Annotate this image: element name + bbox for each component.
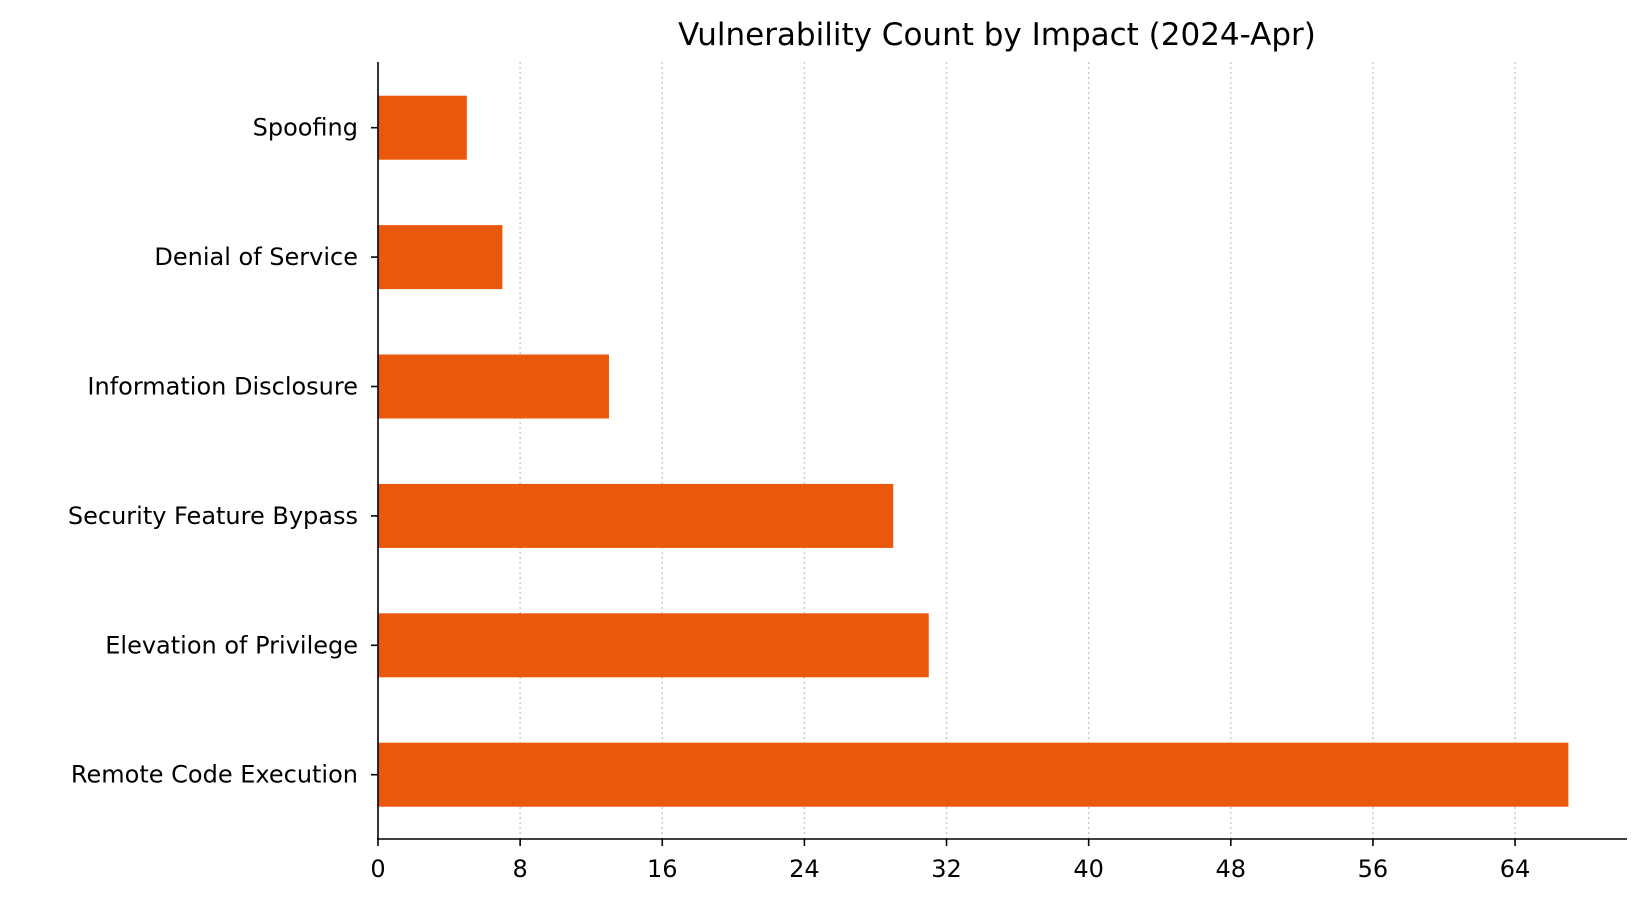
x-tick-label: 16 [647, 855, 678, 883]
y-category-label: Denial of Service [154, 243, 358, 271]
x-tick-label: 8 [512, 855, 527, 883]
x-tick-label: 40 [1073, 855, 1104, 883]
x-tick-label: 24 [789, 855, 820, 883]
y-ticks: Remote Code Execution Elevation of Privil… [68, 114, 378, 789]
x-tick-label: 64 [1500, 855, 1531, 883]
chart-title: Vulnerability Count by Impact (2024-Apr) [678, 17, 1316, 53]
y-category-label: Information Disclosure [87, 373, 358, 401]
bar-information-disclosure [378, 354, 609, 419]
bar-spoofing [378, 95, 467, 160]
bars [378, 95, 1569, 807]
bar-remote-code-execution [378, 742, 1569, 807]
x-tick-label: 0 [370, 855, 385, 883]
y-category-label: Remote Code Execution [71, 761, 358, 789]
y-category-label: Elevation of Privilege [105, 631, 358, 659]
bar-security-feature-bypass [378, 483, 894, 548]
x-tick-label: 56 [1358, 855, 1389, 883]
bar-denial-of-service [378, 225, 503, 290]
x-ticks: 0 8 16 24 32 40 48 56 64 [370, 839, 1530, 883]
y-category-label: Spoofing [253, 114, 358, 142]
bar-elevation-of-privilege [378, 613, 929, 678]
axes [377, 62, 1627, 840]
gridlines [519, 62, 1516, 839]
x-tick-label: 48 [1216, 855, 1247, 883]
x-tick-label: 32 [931, 855, 962, 883]
y-category-label: Security Feature Bypass [68, 502, 358, 530]
